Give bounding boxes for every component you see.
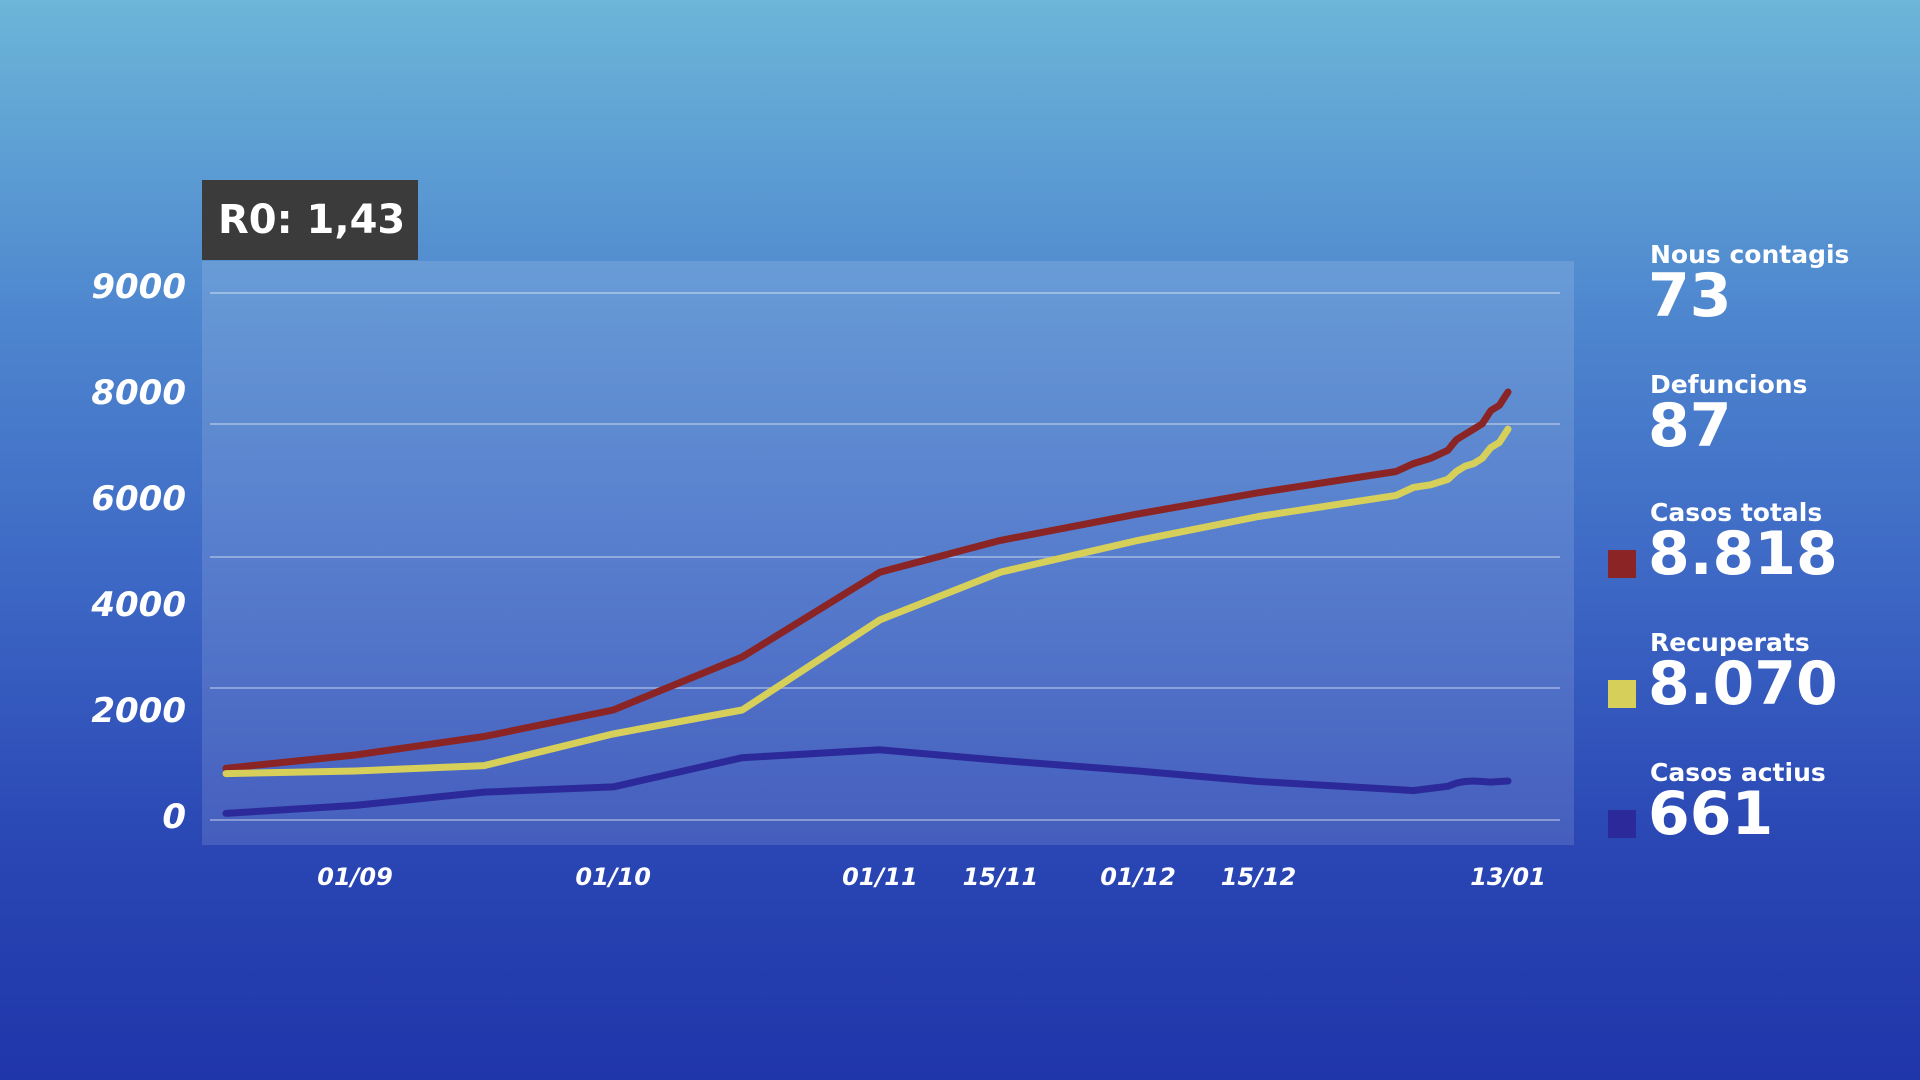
series-line-casos-actius <box>222 746 1512 817</box>
x-tick-label: 01/12 <box>1100 863 1176 891</box>
legend-label: Casos totals <box>1650 498 1823 527</box>
legend-swatch <box>1608 680 1636 708</box>
x-tick-label: 13/01 <box>1470 863 1546 891</box>
y-axis-ticks: 0 2000 4000 6000 8000 9000 <box>90 267 186 837</box>
y-tick-label: 8000 <box>91 373 186 413</box>
legend-label: Casos actius <box>1650 758 1826 787</box>
y-tick-label: 2000 <box>91 691 186 731</box>
legend-value: 661 <box>1648 779 1774 849</box>
legend-label: Nous contagis <box>1650 240 1850 269</box>
x-tick-label: 15/11 <box>963 863 1039 891</box>
y-tick-label: 0 <box>162 797 186 837</box>
x-tick-label: 15/12 <box>1221 863 1297 891</box>
legend-value: 87 <box>1648 391 1732 461</box>
x-tick-label: 01/09 <box>317 863 393 891</box>
series-line-casos-totals <box>222 388 1512 772</box>
y-tick-label: 9000 <box>91 267 186 307</box>
gridlines <box>210 292 1560 821</box>
y-tick-label: 6000 <box>91 479 186 519</box>
x-tick-label: 01/10 <box>575 863 651 891</box>
series-lines <box>222 388 1512 817</box>
legend-swatch <box>1608 810 1636 838</box>
legend-value: 8.070 <box>1648 649 1838 719</box>
legend-label: Recuperats <box>1650 628 1810 657</box>
x-axis-ticks: 01/09 01/10 01/11 15/11 01/12 15/12 13/01 <box>317 863 1546 891</box>
plot-area <box>202 261 1574 845</box>
legend-label: Defuncions <box>1650 370 1808 399</box>
r0-badge: R0: 1,43 <box>202 180 418 260</box>
legend-swatch <box>1608 550 1636 578</box>
legend-value: 8.818 <box>1648 519 1838 589</box>
x-tick-label: 01/11 <box>842 863 918 891</box>
legend-value: 73 <box>1648 261 1732 331</box>
series-line-recuperats <box>222 425 1512 778</box>
y-tick-label: 4000 <box>90 585 186 625</box>
